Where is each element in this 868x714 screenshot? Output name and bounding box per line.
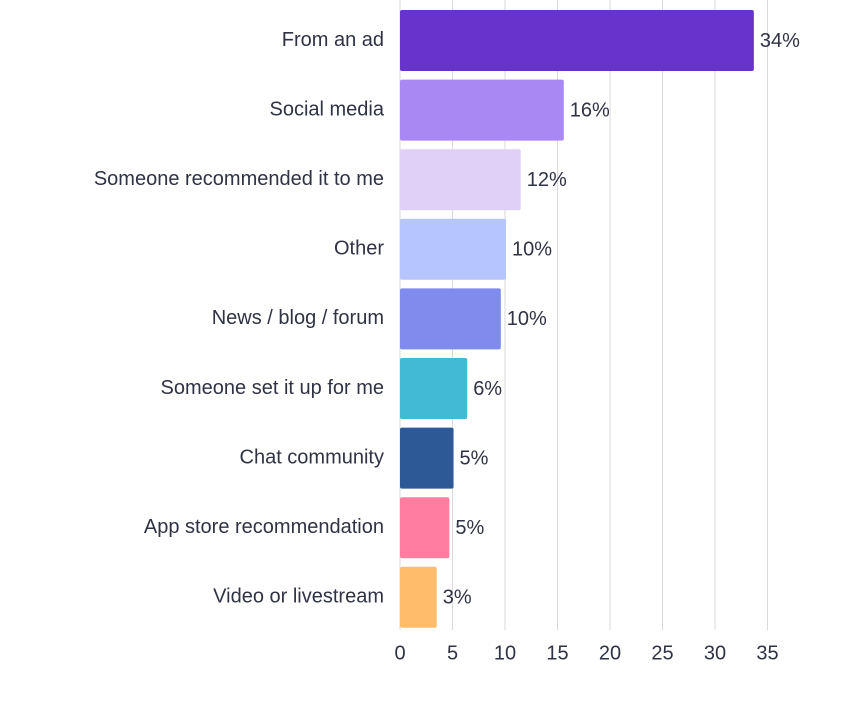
category-label: News / blog / forum [212, 307, 384, 329]
x-tick-label: 10 [494, 642, 516, 664]
category-label: Video or livestream [213, 586, 384, 608]
x-axis-ticks: 0 5 10 15 20 25 30 35 [394, 642, 778, 664]
value-label: 5% [460, 447, 489, 469]
bar-5 [400, 288, 501, 350]
x-tick-label: 0 [394, 642, 405, 664]
value-label: 10% [507, 308, 547, 330]
value-label: 5% [455, 517, 484, 539]
bar-4 [400, 218, 507, 280]
bar-6 [400, 358, 468, 419]
x-tick-label: 20 [599, 642, 621, 664]
category-label: From an ad [282, 29, 384, 51]
x-tick-label: 35 [756, 642, 778, 664]
value-labels: 34% 16% 12% 10% 10% 6% 5% 5% 3% [443, 30, 800, 609]
category-label: Chat community [240, 446, 385, 468]
value-label: 16% [570, 99, 610, 121]
value-label: 3% [443, 587, 472, 609]
bar-3 [400, 149, 521, 211]
value-label: 10% [512, 239, 552, 261]
value-label: 34% [760, 30, 800, 52]
category-label: App store recommendation [144, 516, 384, 538]
bars [400, 10, 754, 628]
x-tick-label: 30 [704, 642, 726, 664]
category-label: Other [334, 238, 384, 260]
bar-1 [400, 10, 754, 71]
category-label: Someone set it up for me [161, 377, 384, 399]
bar-7 [400, 427, 454, 489]
x-tick-label: 15 [546, 642, 568, 664]
x-tick-label: 5 [447, 642, 458, 664]
bar-8 [400, 497, 450, 559]
category-label: Someone recommended it to me [94, 168, 384, 190]
bar-2 [400, 79, 564, 141]
value-label: 6% [473, 378, 502, 400]
category-labels: From an ad Social media Someone recommende… [94, 29, 385, 608]
value-label: 12% [527, 169, 567, 191]
x-tick-label: 25 [651, 642, 673, 664]
category-label: Social media [269, 98, 384, 120]
bar-9 [400, 566, 437, 628]
